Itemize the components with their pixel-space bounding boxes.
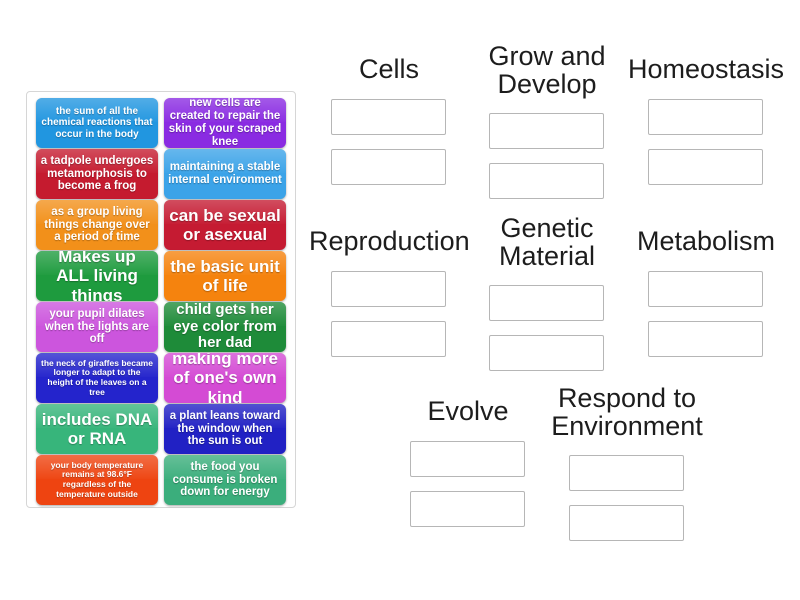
answer-tile-label: child gets her eye color from her dad [173,302,277,352]
drop-box[interactable] [489,163,604,200]
category-reproduction: Reproduction [309,227,470,357]
category-respond-to-environment: Respond to Environment [551,384,703,542]
category-dropzones [489,98,604,200]
answer-tile[interactable]: new cells are created to repair the skin… [164,98,286,148]
drop-box[interactable] [569,505,684,542]
category-cells: Cells [331,55,446,185]
drop-box[interactable] [648,98,763,135]
drop-box[interactable] [648,320,763,357]
drop-box[interactable] [489,285,604,322]
drop-box[interactable] [489,335,604,372]
category-title: Grow and Develop [488,41,606,99]
drop-box[interactable] [331,270,446,307]
category-dropzones [648,256,763,357]
answer-tile-label: a plant leans toward the window when the… [169,409,281,448]
drop-box[interactable] [331,320,446,357]
answer-tile-label: Makes up ALL living things [56,251,138,301]
category-grow-and-develop: Grow and Develop [488,42,606,200]
category-dropzones [331,256,446,357]
category-dropzones [648,84,763,185]
drop-box[interactable] [569,455,684,492]
answer-tile[interactable]: maintaining a stable internal environmen… [164,149,286,199]
answer-tile[interactable]: making more of one's own kind [164,353,286,403]
answer-tile[interactable]: the basic unit of life [164,251,286,301]
drop-box[interactable] [489,113,604,150]
answer-tile-label: the food you consume is broken down for … [172,460,278,499]
answer-tile-label: making more of one's own kind [172,353,278,403]
answer-tile[interactable]: the food you consume is broken down for … [164,455,286,505]
category-dropzones [489,270,604,372]
category-genetic-material: Genetic Material [489,214,604,372]
drop-box[interactable] [331,98,446,135]
tile-grid: the sum of all the chemical reactions th… [36,98,286,505]
category-dropzones [410,426,525,527]
answer-tile[interactable]: a plant leans toward the window when the… [164,404,286,454]
category-title: Homeostasis [627,54,785,84]
drop-box[interactable] [410,440,525,477]
category-evolve: Evolve [410,397,525,527]
answer-tile[interactable]: your body temperature remains at 98.6°F … [36,455,158,505]
category-dropzones [569,440,684,542]
drop-box[interactable] [410,490,525,527]
answer-tile-label: the sum of all the chemical reactions th… [41,106,153,140]
answer-tile-label: as a group living things change over a p… [44,205,150,244]
answer-tile-label: new cells are created to repair the skin… [168,98,282,148]
answer-tile-label: your body temperature remains at 98.6°F … [50,459,144,499]
answer-tile[interactable]: your pupil dilates when the lights are o… [36,302,158,352]
answer-tile-label: a tadpole undergoes metamorphosis to bec… [40,154,154,193]
answer-tile[interactable]: can be sexual or asexual [164,200,286,250]
category-dropzones [331,84,446,185]
answer-tile-label: the basic unit of life [170,256,280,295]
tile-panel: the sum of all the chemical reactions th… [26,91,296,508]
category-title: Respond to Environment [551,383,703,441]
answer-tile[interactable]: a tadpole undergoes metamorphosis to bec… [36,149,158,199]
drop-box[interactable] [648,148,763,185]
answer-tile[interactable]: as a group living things change over a p… [36,200,158,250]
category-title: Metabolism [636,226,776,256]
answer-tile[interactable]: the sum of all the chemical reactions th… [36,98,158,148]
answer-tile-label: your pupil dilates when the lights are o… [44,307,150,346]
category-homeostasis: Homeostasis [628,55,784,185]
category-title: Reproduction [309,226,470,256]
category-title: Evolve [427,396,509,426]
drop-box[interactable] [331,148,446,185]
answer-tile[interactable]: the neck of giraffes became longer to ad… [36,353,158,403]
answer-tile-label: can be sexual or asexual [169,205,281,244]
answer-tile-label: maintaining a stable internal environmen… [168,161,282,186]
category-metabolism: Metabolism [637,227,775,357]
category-title: Genetic Material [498,213,596,271]
category-title: Cells [358,54,419,84]
answer-tile[interactable]: includes DNA or RNA [36,404,158,454]
answer-tile[interactable]: Makes up ALL living things [36,251,158,301]
answer-tile-label: the neck of giraffes became longer to ad… [41,357,153,397]
answer-tile[interactable]: child gets her eye color from her dad [164,302,286,352]
answer-tile-label: includes DNA or RNA [41,409,153,448]
drop-box[interactable] [648,270,763,307]
